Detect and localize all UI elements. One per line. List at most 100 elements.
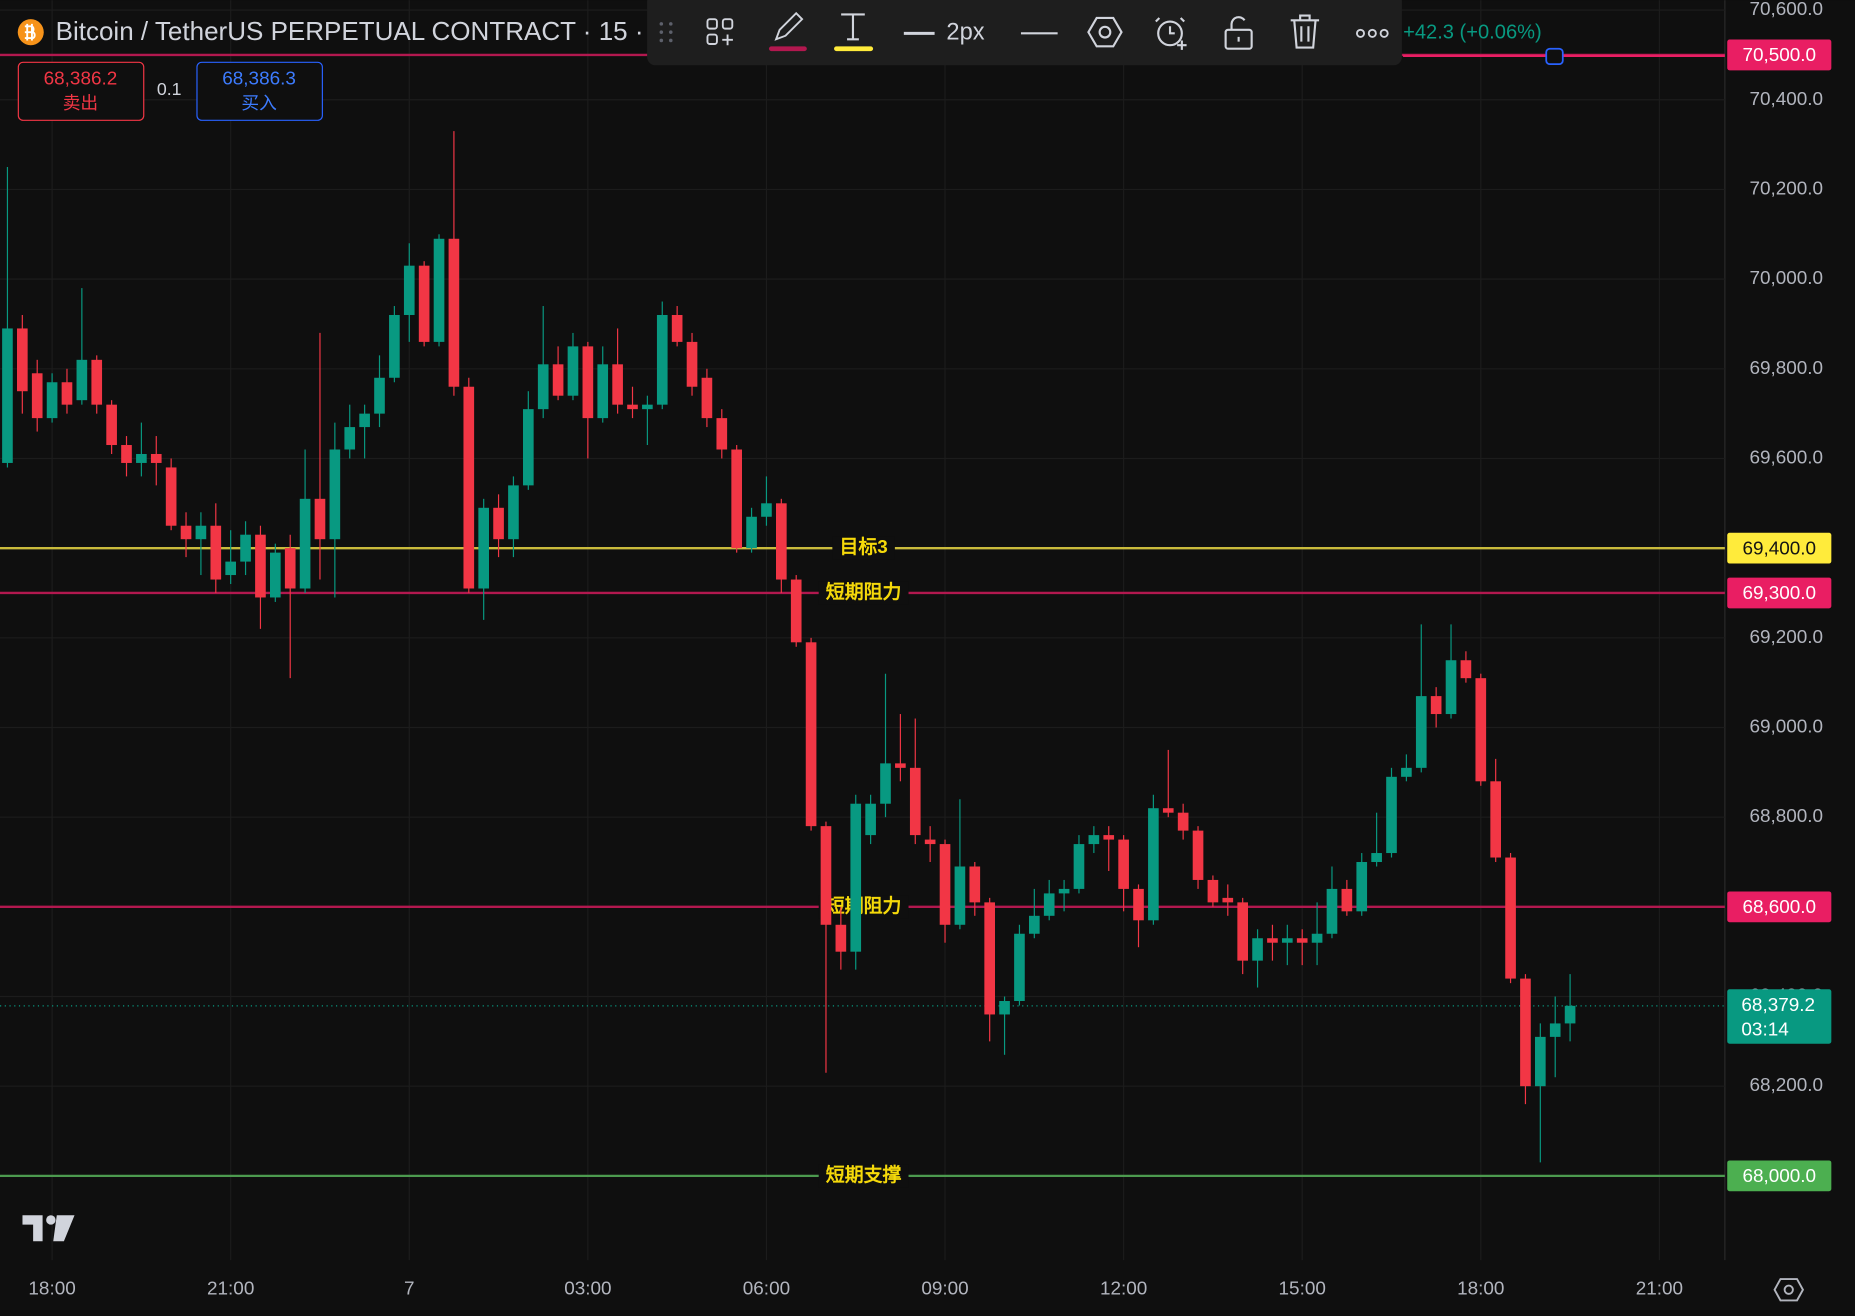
x-tick-label: 09:00 [921,1279,968,1300]
price-level-axis-box [1727,1160,1832,1192]
price-level-axis-label: 70,500.0 [1742,45,1816,66]
candle-body [1148,808,1159,921]
order-quantity[interactable]: 0.1 [157,79,182,99]
candle-body [1252,938,1263,961]
candle-body [1207,879,1219,903]
candle-body [523,409,534,486]
settings-tool[interactable] [1087,16,1123,48]
candle-body [448,238,460,387]
candle-body [374,377,385,414]
y-tick-label: 70,400.0 [1749,89,1823,110]
logo [22,1215,75,1242]
y-tick-label: 69,200.0 [1749,627,1823,648]
price-level-text: 短期阻力 [826,894,902,917]
candle-body [1415,696,1427,768]
candle-body [909,767,921,836]
candle-body [1445,660,1457,715]
candle-body [1133,888,1144,921]
symbol-title: Bitcoin / TetherUS PERPETUAL CONTRACT · … [56,16,644,46]
candle-body [403,265,415,315]
candle-body [1311,933,1323,943]
candle-body [671,314,683,342]
y-tick-label: 70,600.0 [1749,0,1823,20]
price-level-text-bg [818,1164,909,1188]
candle-body [1237,902,1249,961]
candle-body [1505,857,1516,979]
line-width[interactable]: 2px [946,20,984,46]
candle-body [329,449,341,540]
price-level-axis-label: 68,000.0 [1742,1166,1816,1187]
candle-body [165,467,177,526]
candle-body [1162,808,1174,813]
text-tool[interactable] [834,13,874,52]
drag-grip[interactable] [659,22,673,43]
price-level-text-bg [818,581,909,605]
y-tick-label: 69,600.0 [1749,447,1823,468]
candle-body [701,377,713,419]
buy-price: 68,386.3 [222,68,296,89]
drag-handle[interactable] [1545,47,1564,66]
last-price-box [1727,989,1832,1044]
candle-body [820,826,832,925]
candle-body [210,525,222,580]
axes: 18:00 21:00 7 03:00 06:00 09:00 12:00 15:00 18:0… [28,0,1832,1300]
x-tick-label: 18:00 [1457,1279,1504,1300]
candle-body [597,364,609,419]
y-tick-label: 69,800.0 [1749,358,1823,379]
candle-body [240,534,251,562]
delete-tool[interactable] [1290,14,1320,49]
candle-body [1222,897,1234,903]
candle-body [225,561,237,576]
candle-body [180,525,192,540]
price-change: +42.3 (+0.06%) [1403,22,1542,44]
axis-settings[interactable] [1773,1278,1805,1302]
candle-body [1177,812,1189,831]
candle-body [1356,862,1368,912]
sell-button[interactable]: 68,386.2 卖出 [17,61,145,121]
candle-body [1520,978,1531,1087]
color-tool[interactable] [768,11,807,52]
candle-body [389,314,400,378]
candle-body [344,427,356,450]
candle-body [924,839,936,845]
alert-tool[interactable] [1155,17,1187,50]
candle-body [656,314,668,405]
candle-body [46,382,58,419]
countdown: 03:14 [1741,1020,1788,1041]
candle-body [1326,888,1338,934]
candle-body [463,386,475,589]
price-level-text: 短期支撑 [826,1163,902,1186]
lock-tool[interactable] [1224,16,1253,50]
more-tool[interactable] [1355,28,1389,38]
last-price-label: 68,379.2 [1741,995,1815,1016]
template-tool[interactable] [706,18,734,46]
candle-body [76,359,88,401]
candle-body [493,507,504,540]
candle-body [106,404,117,446]
candle-body [359,413,370,428]
candle-body [850,803,862,952]
candle-body [1118,839,1129,889]
x-tick-label: 15:00 [1279,1279,1326,1300]
x-tick-label: 06:00 [743,1279,790,1300]
candle-body [284,548,296,589]
x-tick-label: 03:00 [564,1279,611,1300]
candle-body [567,346,579,396]
candle-body [1014,933,1025,1002]
candle-body [790,579,802,643]
candle-body [121,445,132,463]
candle-body [984,902,996,1015]
candle-body [508,485,519,540]
price-level-axis-box [1727,532,1832,564]
candle-body [969,866,981,903]
price-level-text: 目标3 [839,536,887,558]
buy-button[interactable]: 68,386.3 买入 [196,61,323,121]
candle-body [1192,830,1204,880]
candle-body [1475,678,1487,782]
candle-body [880,763,891,804]
candle-body [612,364,623,405]
candle-body [1490,781,1502,858]
candle-body [731,449,743,549]
